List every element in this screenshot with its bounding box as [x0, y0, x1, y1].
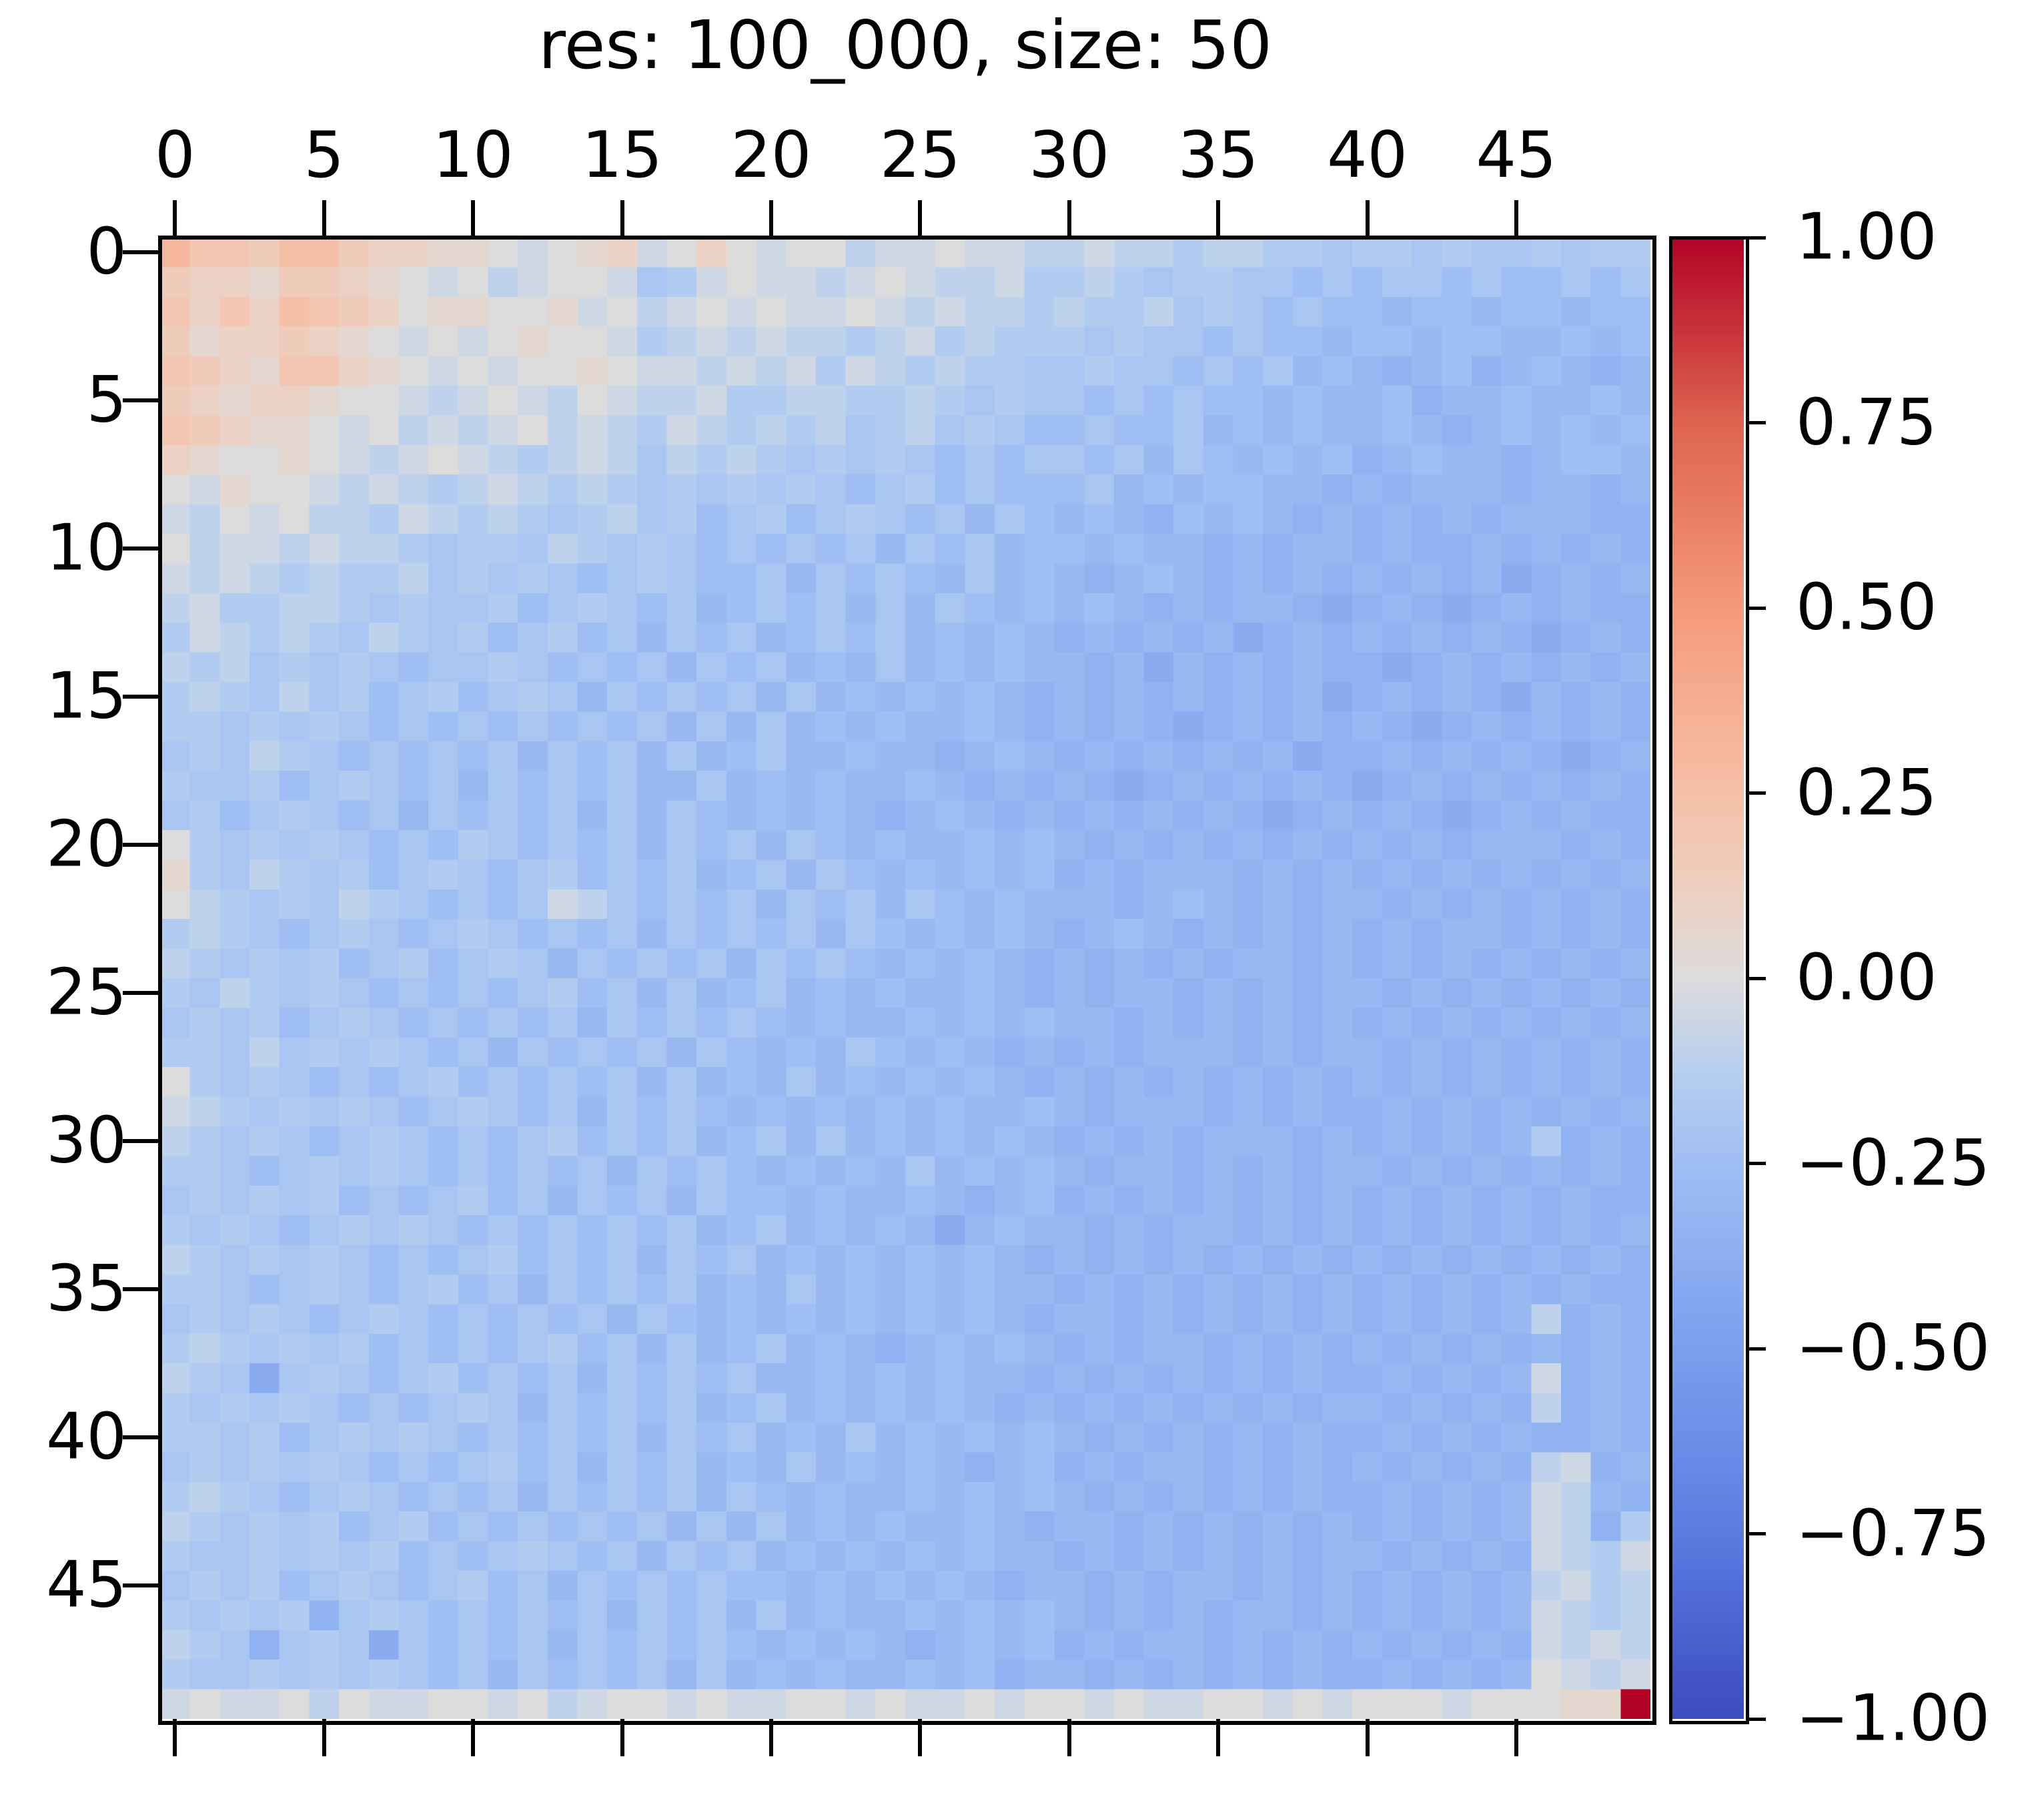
heatmap-canvas [160, 238, 1650, 1719]
y-tick-mark [123, 843, 160, 847]
x-tick-label: 40 [1327, 119, 1408, 192]
colorbar-tick-label: 0.00 [1796, 941, 1937, 1015]
x-tick-label: 0 [155, 119, 195, 192]
colorbar-tick-label: 0.75 [1796, 386, 1937, 459]
x-tick-mark [1067, 1719, 1071, 1756]
x-tick-mark [1067, 200, 1071, 238]
colorbar-tick-mark [1746, 1162, 1766, 1165]
colorbar-tick-label: −1.00 [1796, 1682, 1991, 1756]
colorbar-tick-mark [1746, 421, 1766, 424]
y-tick-mark [123, 250, 160, 255]
x-tick-mark [1365, 200, 1370, 238]
y-tick-label: 40 [46, 1400, 127, 1474]
colorbar-tick-mark [1746, 1717, 1766, 1721]
x-tick-label: 35 [1177, 119, 1259, 192]
x-tick-mark [471, 1719, 476, 1756]
x-tick-label: 15 [582, 119, 662, 192]
colorbar-tick-mark [1746, 1532, 1766, 1535]
x-tick-mark [918, 200, 923, 238]
x-tick-mark [918, 1719, 923, 1756]
x-tick-label: 25 [879, 119, 961, 192]
y-tick-label: 35 [46, 1252, 127, 1326]
x-tick-mark [1514, 1719, 1518, 1756]
colorbar-tick-label: −0.75 [1796, 1497, 1991, 1570]
y-tick-mark [123, 695, 160, 699]
y-tick-mark [123, 547, 160, 551]
y-tick-label: 15 [46, 659, 127, 733]
colorbar-tick-label: 0.50 [1796, 571, 1937, 645]
y-tick-mark [123, 1287, 160, 1292]
x-tick-label: 20 [730, 119, 812, 192]
y-tick-label: 5 [86, 363, 127, 437]
x-tick-mark [1216, 1719, 1221, 1756]
x-tick-mark [173, 200, 177, 238]
x-tick-label: 5 [304, 119, 344, 192]
colorbar-tick-label: −0.25 [1796, 1126, 1991, 1200]
colorbar-canvas [1670, 238, 1744, 1719]
colorbar-tick-label: −0.50 [1796, 1311, 1991, 1385]
x-tick-mark [322, 200, 326, 238]
y-tick-mark [123, 398, 160, 403]
x-tick-label: 10 [432, 119, 514, 192]
x-tick-label: 45 [1476, 119, 1557, 192]
x-tick-mark [620, 200, 624, 238]
x-tick-mark [620, 1719, 624, 1756]
colorbar [1669, 236, 1749, 1724]
y-tick-label: 10 [46, 511, 127, 585]
chart-title: res: 100_000, size: 50 [538, 6, 1272, 84]
x-tick-mark [471, 200, 476, 238]
y-tick-label: 30 [46, 1104, 127, 1178]
y-tick-mark [123, 991, 160, 996]
x-tick-mark [769, 1719, 773, 1756]
y-tick-mark [123, 1583, 160, 1588]
y-tick-label: 20 [46, 807, 127, 881]
y-tick-mark [123, 1139, 160, 1144]
colorbar-tick-mark [1746, 976, 1766, 980]
x-tick-mark [1365, 1719, 1370, 1756]
x-tick-mark [1216, 200, 1221, 238]
colorbar-tick-mark [1746, 236, 1766, 240]
y-tick-label: 45 [46, 1548, 127, 1622]
y-tick-label: 0 [86, 215, 127, 289]
colorbar-tick-mark [1746, 606, 1766, 610]
x-tick-mark [769, 200, 773, 238]
colorbar-tick-mark [1746, 791, 1766, 795]
x-tick-mark [173, 1719, 177, 1756]
x-tick-label: 30 [1029, 119, 1110, 192]
y-tick-mark [123, 1435, 160, 1440]
x-tick-mark [1514, 200, 1518, 238]
y-tick-label: 25 [46, 956, 127, 1030]
colorbar-tick-label: 0.25 [1796, 756, 1937, 829]
x-tick-mark [322, 1719, 326, 1756]
colorbar-tick-mark [1746, 1347, 1766, 1351]
colorbar-tick-label: 1.00 [1796, 200, 1937, 274]
heatmap-axes [158, 236, 1656, 1725]
